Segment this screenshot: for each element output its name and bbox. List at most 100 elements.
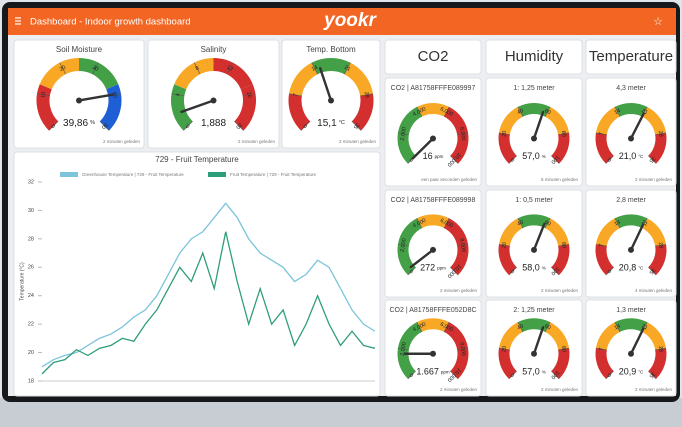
gauge-tick bbox=[242, 93, 256, 97]
gauge-needle bbox=[629, 223, 645, 252]
card bbox=[585, 39, 677, 75]
column-header: Temperature bbox=[589, 48, 673, 65]
gauge-title: 1: 1,25 meter bbox=[513, 85, 555, 92]
gauge-tick-label: 4 bbox=[175, 93, 181, 97]
gauge-tick-label: 12 bbox=[226, 65, 234, 73]
gauge-tick-label: 28 bbox=[657, 130, 664, 137]
gauge-tick-label: 21 bbox=[640, 108, 648, 116]
gauge-value-number: 20,9 bbox=[619, 367, 637, 377]
gauge-tick-label: 8,000 bbox=[458, 127, 466, 142]
gauge-value-unit: °C bbox=[638, 154, 644, 159]
gauge-tick-label: 20 bbox=[501, 346, 508, 353]
gauge-value-number: 20,8 bbox=[619, 263, 637, 273]
gauge-value-number: 272 bbox=[420, 263, 435, 273]
gauge-tick-label: 0 bbox=[409, 156, 415, 162]
gauge-band bbox=[551, 348, 570, 379]
gauge-tick-label: 28 bbox=[657, 346, 664, 353]
star-icon[interactable]: ☆ bbox=[653, 16, 663, 28]
gauge-title: 4,3 meter bbox=[616, 85, 646, 92]
line-series bbox=[41, 202, 376, 368]
menu-icon[interactable] bbox=[15, 17, 21, 25]
gauge-tick bbox=[416, 321, 423, 333]
gauge-band bbox=[416, 103, 450, 117]
gauge-band bbox=[171, 84, 193, 131]
gauge-tick bbox=[551, 155, 560, 164]
gauge-hub bbox=[430, 350, 436, 357]
card bbox=[13, 151, 381, 397]
gauge-tick-label: 0 bbox=[51, 122, 57, 128]
column-header: CO2 bbox=[418, 48, 449, 65]
gauge-tick bbox=[416, 218, 423, 229]
gauge-needle bbox=[319, 67, 333, 102]
gauge-tick bbox=[407, 267, 416, 276]
gauge-hub bbox=[628, 246, 634, 253]
gauge-hub bbox=[328, 97, 334, 104]
gauge-tick bbox=[443, 106, 450, 117]
gauge-title: 1,3 meter bbox=[616, 307, 646, 314]
gauge-tick bbox=[595, 347, 607, 351]
gauge-tick bbox=[344, 62, 351, 75]
gauge-tick bbox=[508, 267, 517, 276]
gauge-value-number: 39,86 bbox=[63, 117, 88, 128]
gauge-band bbox=[614, 103, 648, 117]
gauge-tick-label: 40 bbox=[516, 323, 524, 331]
gauge-tick-label: 7 bbox=[293, 93, 299, 97]
gauge-band bbox=[641, 218, 667, 247]
gauge-needle bbox=[409, 248, 435, 269]
header-bar bbox=[8, 8, 676, 35]
gauge-tick-label: 14 bbox=[613, 108, 621, 116]
gauge-tick bbox=[498, 132, 510, 135]
gauge-tick bbox=[517, 106, 524, 117]
gauge-tick bbox=[648, 370, 657, 380]
gauge-tick bbox=[614, 321, 621, 333]
gauge-tick-label: 35 bbox=[648, 370, 657, 379]
gauge-band bbox=[311, 58, 351, 75]
column-header: Humidity bbox=[505, 48, 564, 65]
gauge-hub bbox=[531, 246, 537, 253]
gauge-footer: 2 minuten geleden bbox=[103, 139, 141, 144]
gauge-tick bbox=[288, 93, 302, 97]
gauge-tick bbox=[498, 347, 510, 351]
gauge-value: 20,8 °C bbox=[619, 263, 644, 273]
gauge-band bbox=[595, 244, 614, 276]
gauge-tick-label: 7 bbox=[599, 132, 605, 136]
y-tick-label: 24 bbox=[28, 293, 34, 299]
gauge-band bbox=[498, 348, 517, 379]
gauge-band bbox=[517, 318, 551, 333]
gauge-tick-label: 20 bbox=[59, 65, 67, 73]
gauge-value: 16 ppm bbox=[423, 151, 444, 161]
monitor-chin bbox=[0, 398, 682, 427]
gauge-tick bbox=[544, 218, 551, 229]
gauge-tick-label: 0 bbox=[510, 268, 516, 274]
gauge-band bbox=[213, 57, 253, 90]
gauge-tick bbox=[36, 93, 50, 97]
gauge-tick-label: 35 bbox=[648, 267, 657, 276]
gauge-band bbox=[443, 106, 469, 135]
gauge-band bbox=[517, 103, 551, 117]
gauge-footer: 2 minuten geleden bbox=[635, 177, 673, 182]
gauge-value: 1.667 ppm bbox=[416, 367, 450, 377]
gauge-tick-label: 60 bbox=[543, 108, 551, 116]
gauge-footer: 4 minuten geleden bbox=[635, 288, 673, 293]
gauge-band bbox=[595, 322, 621, 351]
gauge-tick-label: 100 bbox=[550, 154, 561, 165]
gauge-band bbox=[289, 62, 318, 97]
y-tick-label: 26 bbox=[28, 265, 34, 271]
gauge-tick-label: 100 bbox=[550, 369, 561, 380]
gauge-band bbox=[595, 132, 614, 164]
gauge-footer: 2 minuten geleden bbox=[440, 387, 478, 392]
gauge-footer: 2 minuten geleden bbox=[339, 139, 377, 144]
gauge-tick-label: 35 bbox=[648, 155, 657, 164]
legend-label: Fruit Temperature | 729 - Fruit Temperat… bbox=[230, 172, 317, 177]
gauge-tick-label: 50 bbox=[100, 121, 109, 130]
gauge-band bbox=[648, 244, 667, 276]
gauge-tick bbox=[193, 62, 201, 75]
gauge-hub bbox=[531, 135, 537, 142]
gauge-tick-label: 4,000 bbox=[412, 106, 427, 118]
gauge-tick-label: 0 bbox=[303, 122, 309, 128]
gauge-tick-label: 20 bbox=[501, 242, 508, 249]
gauge-hub bbox=[531, 350, 537, 357]
y-tick-label: 22 bbox=[28, 322, 34, 328]
gauge-tick-label: 2,000 bbox=[400, 238, 408, 253]
